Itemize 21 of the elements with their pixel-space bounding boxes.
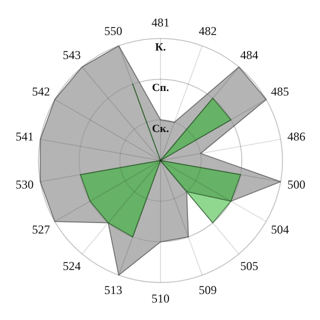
y-tick-label: Ск. [152,122,170,135]
spoke-label: 504 [271,222,290,236]
spoke-label: 541 [16,130,34,144]
spoke-label: 485 [271,84,290,98]
spoke-label: 481 [152,16,170,30]
spoke-label: 482 [198,24,217,38]
spoke-label: 500 [287,177,306,192]
spoke-label: 484 [240,48,258,62]
spoke-label: 524 [62,259,81,274]
spoke-label: 530 [16,177,34,192]
spoke-label: 510 [152,292,170,306]
spoke-label: 486 [287,130,306,144]
spoke-label: 505 [240,259,258,274]
spoke-label: 550 [104,24,122,38]
spoke-label: 543 [62,48,81,62]
spoke-label: 509 [198,283,217,298]
y-tick-label: Сп. [152,82,170,94]
spoke-label: 513 [104,283,122,298]
spoke-label: 542 [32,84,50,98]
y-tick-label: К. [155,42,166,54]
spoke-label: 527 [32,222,50,236]
